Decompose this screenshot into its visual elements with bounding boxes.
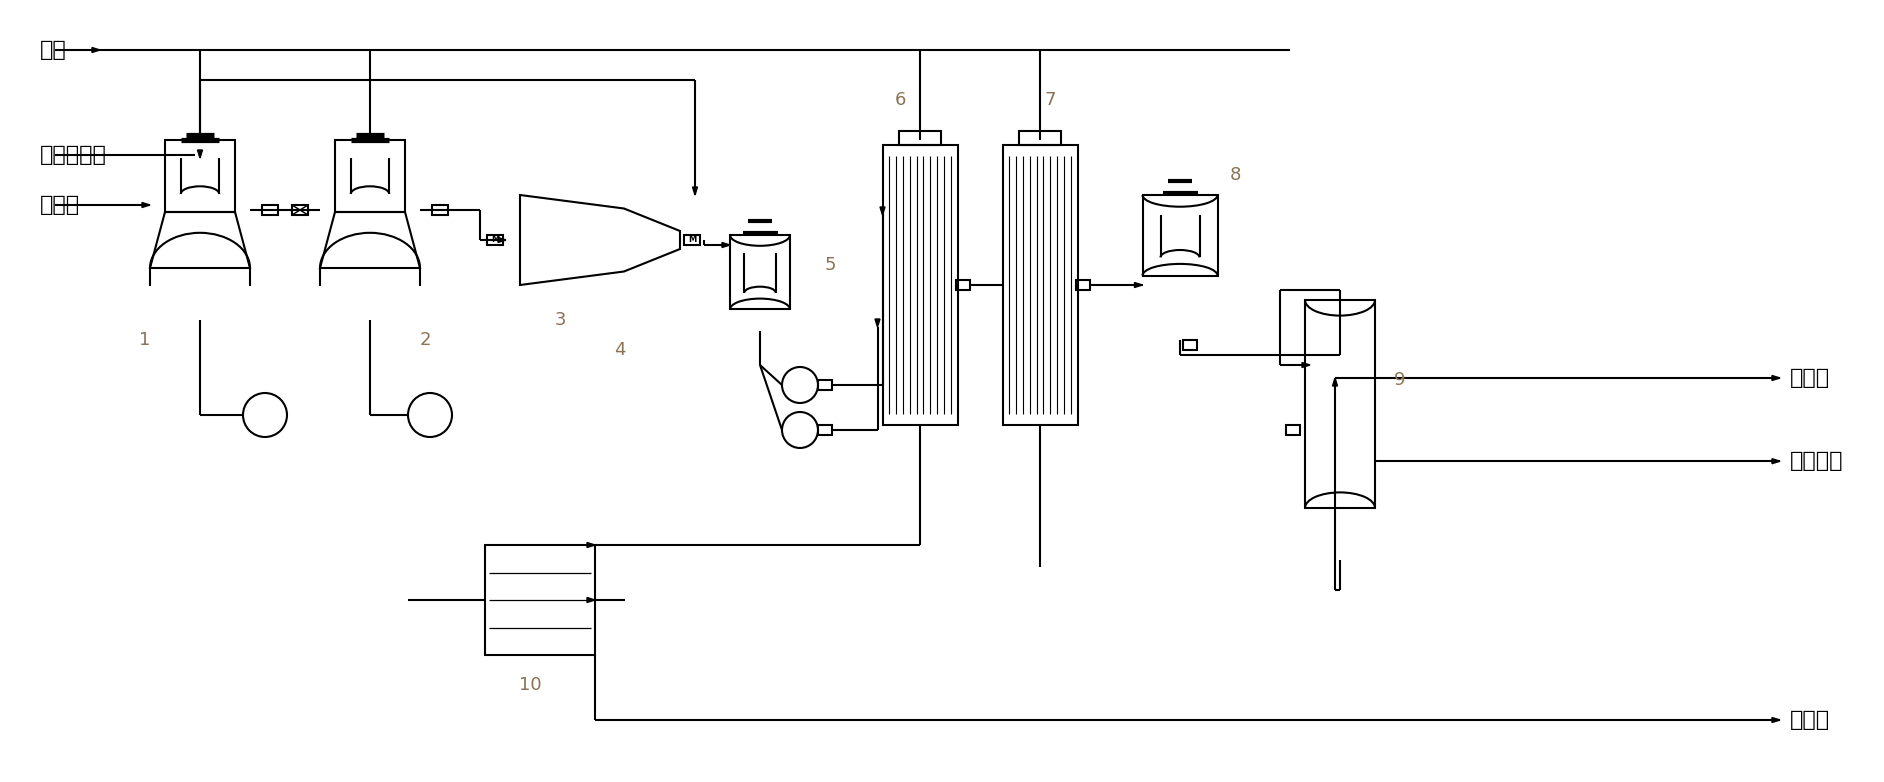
Bar bbox=[899, 131, 940, 145]
Polygon shape bbox=[1302, 363, 1309, 368]
Bar bbox=[1076, 280, 1089, 290]
Bar bbox=[729, 235, 789, 310]
Polygon shape bbox=[1773, 459, 1780, 464]
Bar bbox=[431, 205, 448, 215]
Bar bbox=[818, 380, 833, 390]
Polygon shape bbox=[92, 48, 100, 52]
Polygon shape bbox=[588, 597, 595, 602]
Polygon shape bbox=[141, 203, 151, 207]
Text: 3: 3 bbox=[554, 311, 565, 329]
Text: M: M bbox=[688, 235, 695, 245]
Text: 氮气: 氮气 bbox=[40, 40, 66, 60]
Bar bbox=[335, 140, 405, 212]
Text: 2: 2 bbox=[420, 331, 431, 349]
Bar bbox=[1142, 195, 1217, 275]
Bar bbox=[486, 235, 503, 245]
Text: 8: 8 bbox=[1230, 166, 1242, 184]
Bar bbox=[1002, 145, 1078, 425]
Bar bbox=[1287, 425, 1300, 435]
Polygon shape bbox=[1134, 282, 1142, 288]
Bar bbox=[1183, 340, 1196, 350]
Text: 4: 4 bbox=[614, 341, 625, 359]
Text: 1: 1 bbox=[139, 331, 151, 349]
Text: 6: 6 bbox=[895, 91, 906, 109]
Text: M: M bbox=[492, 235, 499, 245]
Polygon shape bbox=[880, 207, 885, 215]
Bar bbox=[1019, 131, 1061, 145]
Text: 萨取剂: 萨取剂 bbox=[1790, 368, 1829, 388]
Bar bbox=[818, 425, 833, 435]
Polygon shape bbox=[1332, 378, 1338, 386]
Polygon shape bbox=[497, 238, 507, 242]
Bar bbox=[166, 140, 236, 212]
Polygon shape bbox=[588, 543, 595, 547]
Polygon shape bbox=[722, 242, 729, 247]
Text: 7: 7 bbox=[1044, 91, 1055, 109]
Bar bbox=[262, 205, 279, 215]
Text: 10: 10 bbox=[518, 676, 541, 694]
Bar bbox=[955, 280, 970, 290]
Bar bbox=[292, 205, 307, 215]
Polygon shape bbox=[1773, 718, 1780, 723]
Bar bbox=[882, 145, 957, 425]
Polygon shape bbox=[693, 187, 697, 195]
Text: 煤液化残渣: 煤液化残渣 bbox=[40, 145, 107, 165]
Polygon shape bbox=[1773, 375, 1780, 381]
Bar bbox=[684, 235, 701, 245]
Text: 精制氥青: 精制氥青 bbox=[1790, 451, 1844, 472]
Polygon shape bbox=[198, 150, 202, 158]
Polygon shape bbox=[874, 319, 880, 327]
Bar bbox=[1306, 300, 1375, 508]
Text: 萨取剂: 萨取剂 bbox=[40, 195, 81, 215]
Text: 干滤渣: 干滤渣 bbox=[1790, 710, 1829, 730]
Text: 5: 5 bbox=[825, 256, 836, 274]
Bar bbox=[484, 545, 595, 655]
Text: 9: 9 bbox=[1394, 371, 1405, 389]
